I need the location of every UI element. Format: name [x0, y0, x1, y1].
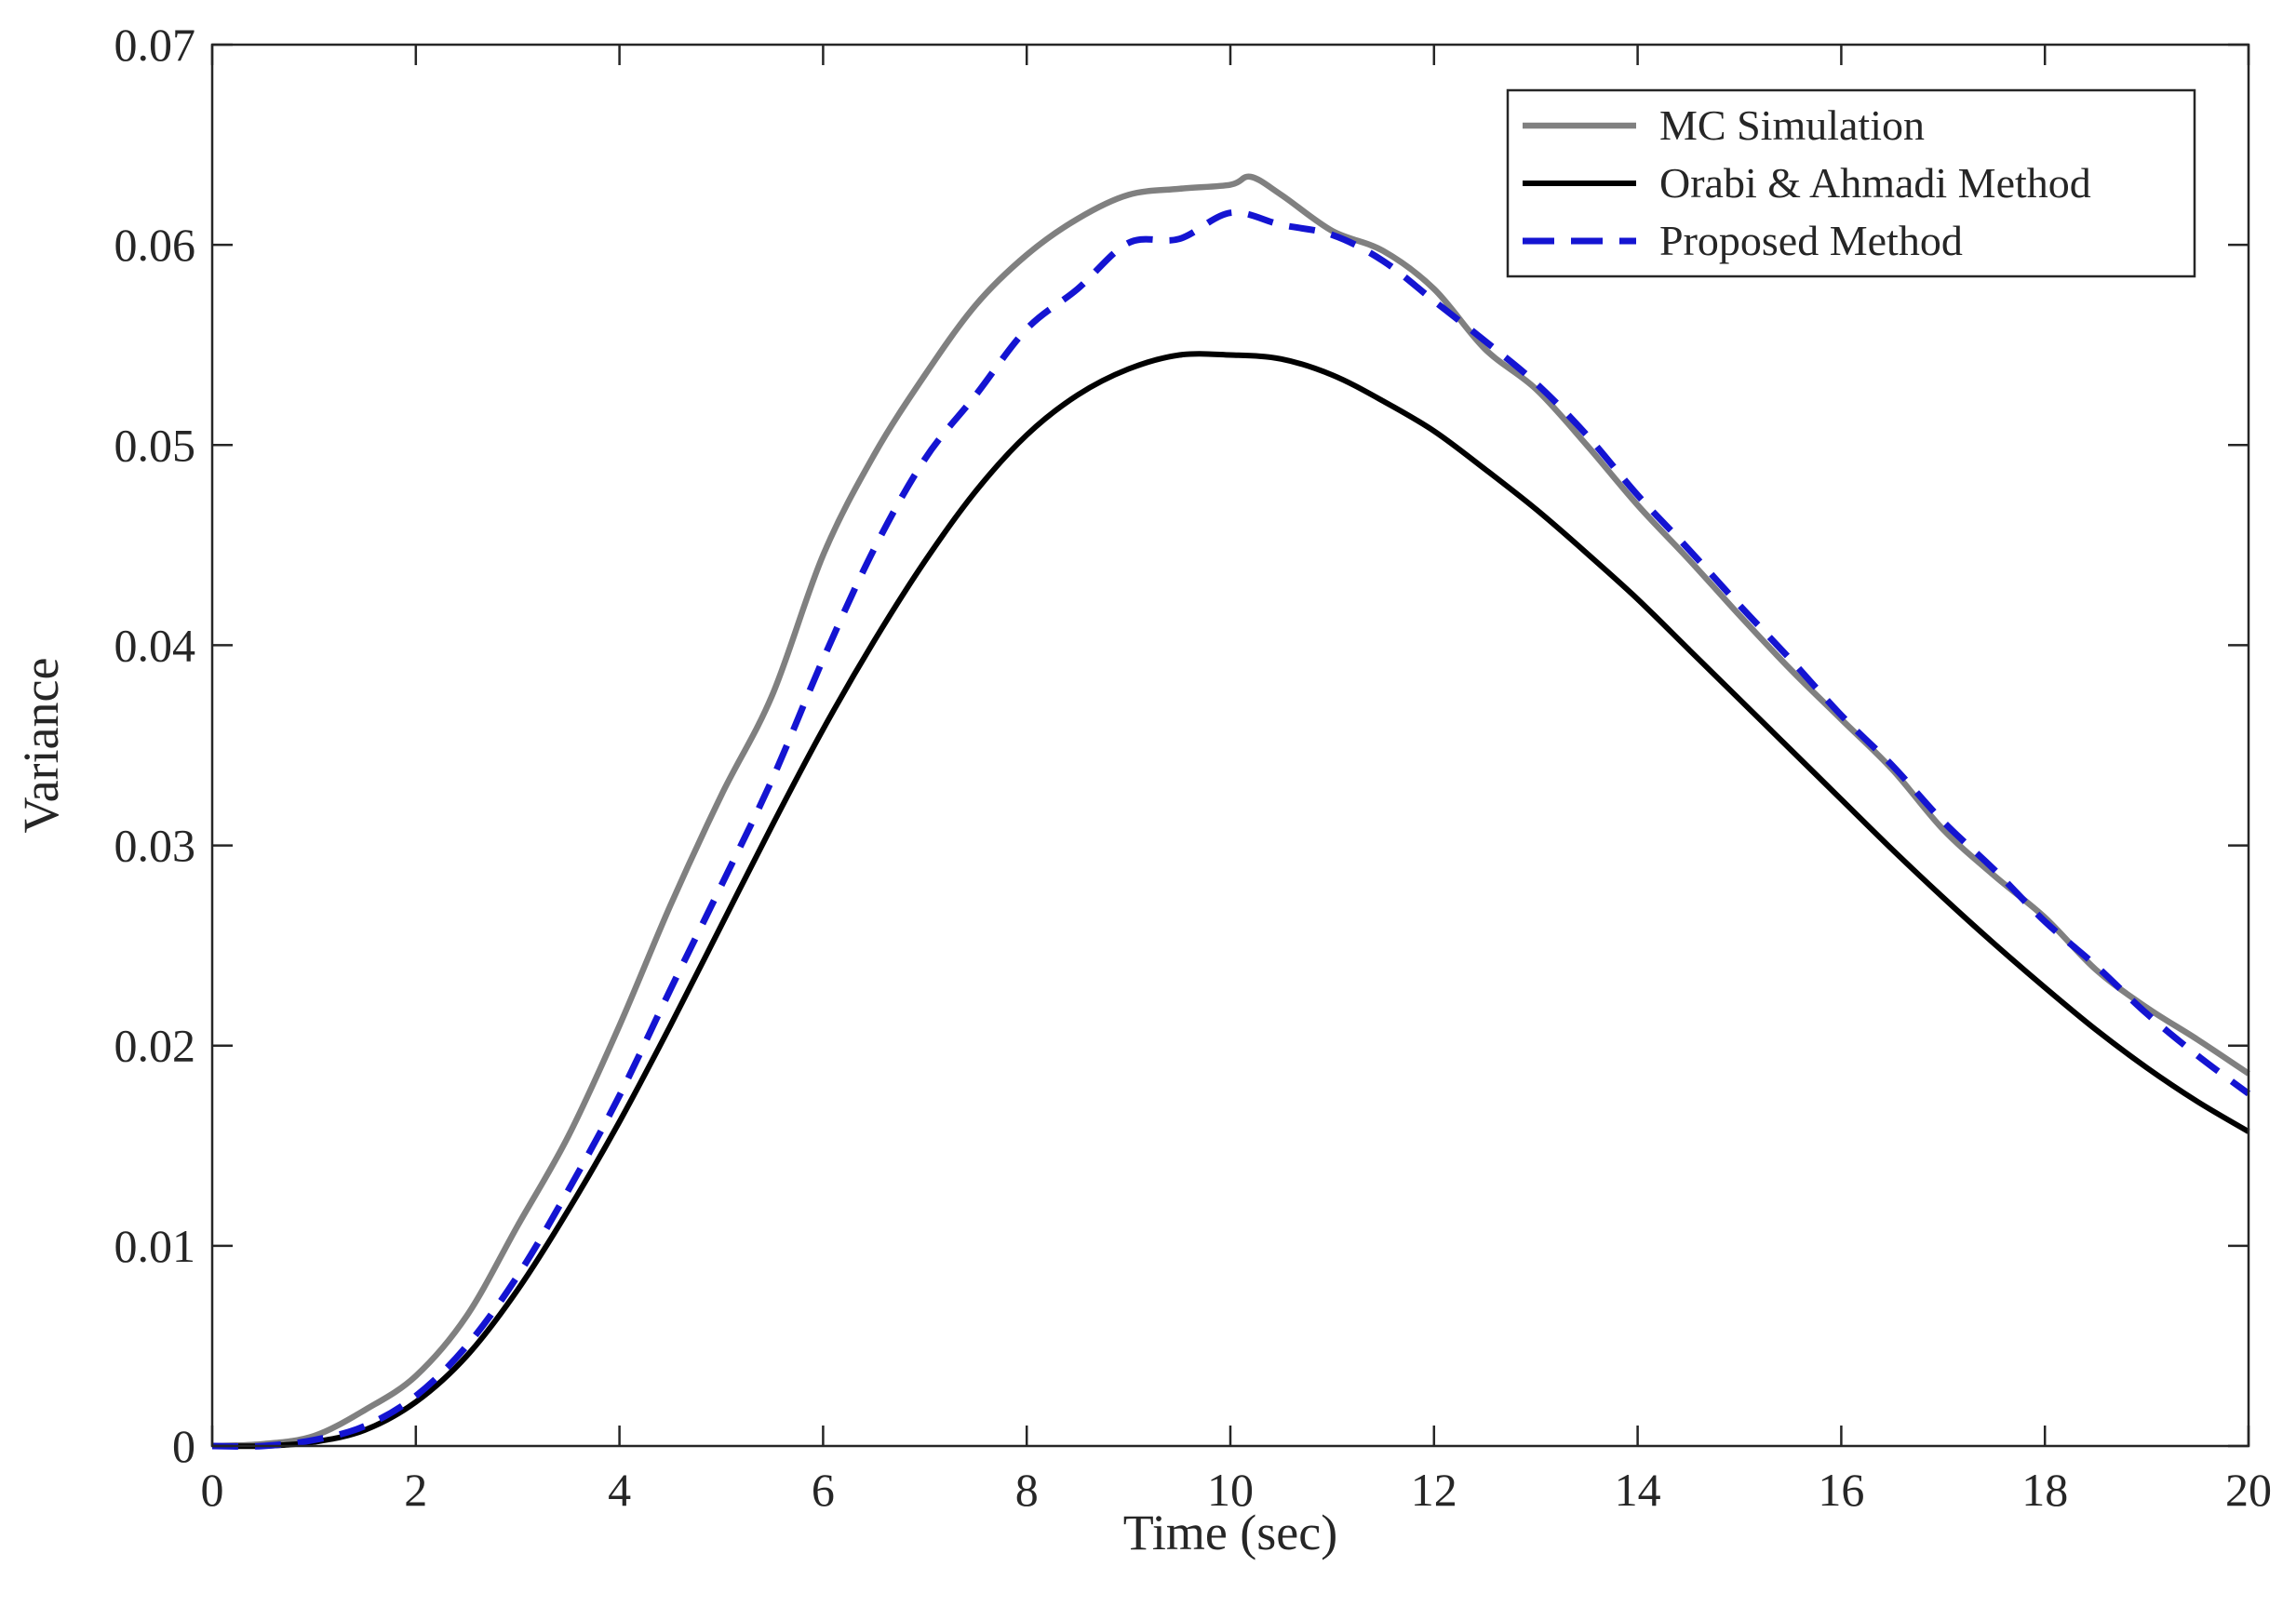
legend: MC Simulation Orabi & Ahmadi Method Propos…: [1506, 88, 2196, 278]
y-tick-label: 0.06: [114, 219, 196, 271]
y-tick-label: 0.05: [114, 419, 196, 471]
legend-label-3: Proposed Method: [1659, 217, 1963, 264]
y-axis-ticks: 0 0.01 0.02 0.03 0.04 0.05 0.06 0.07: [114, 19, 2249, 1472]
y-tick-label: 0.03: [114, 820, 196, 872]
x-tick-label: 2: [404, 1464, 427, 1516]
x-tick-label: 4: [608, 1464, 631, 1516]
x-tick-label: 18: [2021, 1464, 2068, 1516]
x-tick-label: 6: [812, 1464, 835, 1516]
x-tick-label: 14: [1615, 1464, 1661, 1516]
x-tick-label: 10: [1207, 1464, 1254, 1516]
x-tick-label: 12: [1411, 1464, 1457, 1516]
x-axis-label: Time (sec): [1123, 1505, 1337, 1560]
x-axis-ticks: 0 2 4 6 8 10 12 14 16 18 20: [201, 45, 2272, 1516]
legend-label-1: MC Simulation: [1659, 101, 1925, 149]
x-tick-label: 20: [2225, 1464, 2272, 1516]
plot-series: [211, 173, 2251, 1450]
series-line-3: [211, 208, 2251, 1450]
y-tick-label: 0.02: [114, 1020, 196, 1072]
x-tick-label: 0: [201, 1464, 224, 1516]
y-tick-label: 0: [172, 1420, 195, 1472]
legend-entries: MC Simulation Orabi & Ahmadi Method Propos…: [1523, 101, 2091, 264]
y-tick-label: 0.07: [114, 19, 196, 71]
legend-label-2: Orabi & Ahmadi Method: [1659, 159, 2091, 207]
y-tick-label: 0.04: [114, 619, 196, 671]
x-tick-label: 8: [1015, 1464, 1039, 1516]
x-tick-label: 16: [1818, 1464, 1864, 1516]
y-axis-label: Variance: [13, 658, 69, 834]
series-line-2: [211, 351, 2250, 1450]
y-tick-label: 0.01: [114, 1220, 196, 1272]
